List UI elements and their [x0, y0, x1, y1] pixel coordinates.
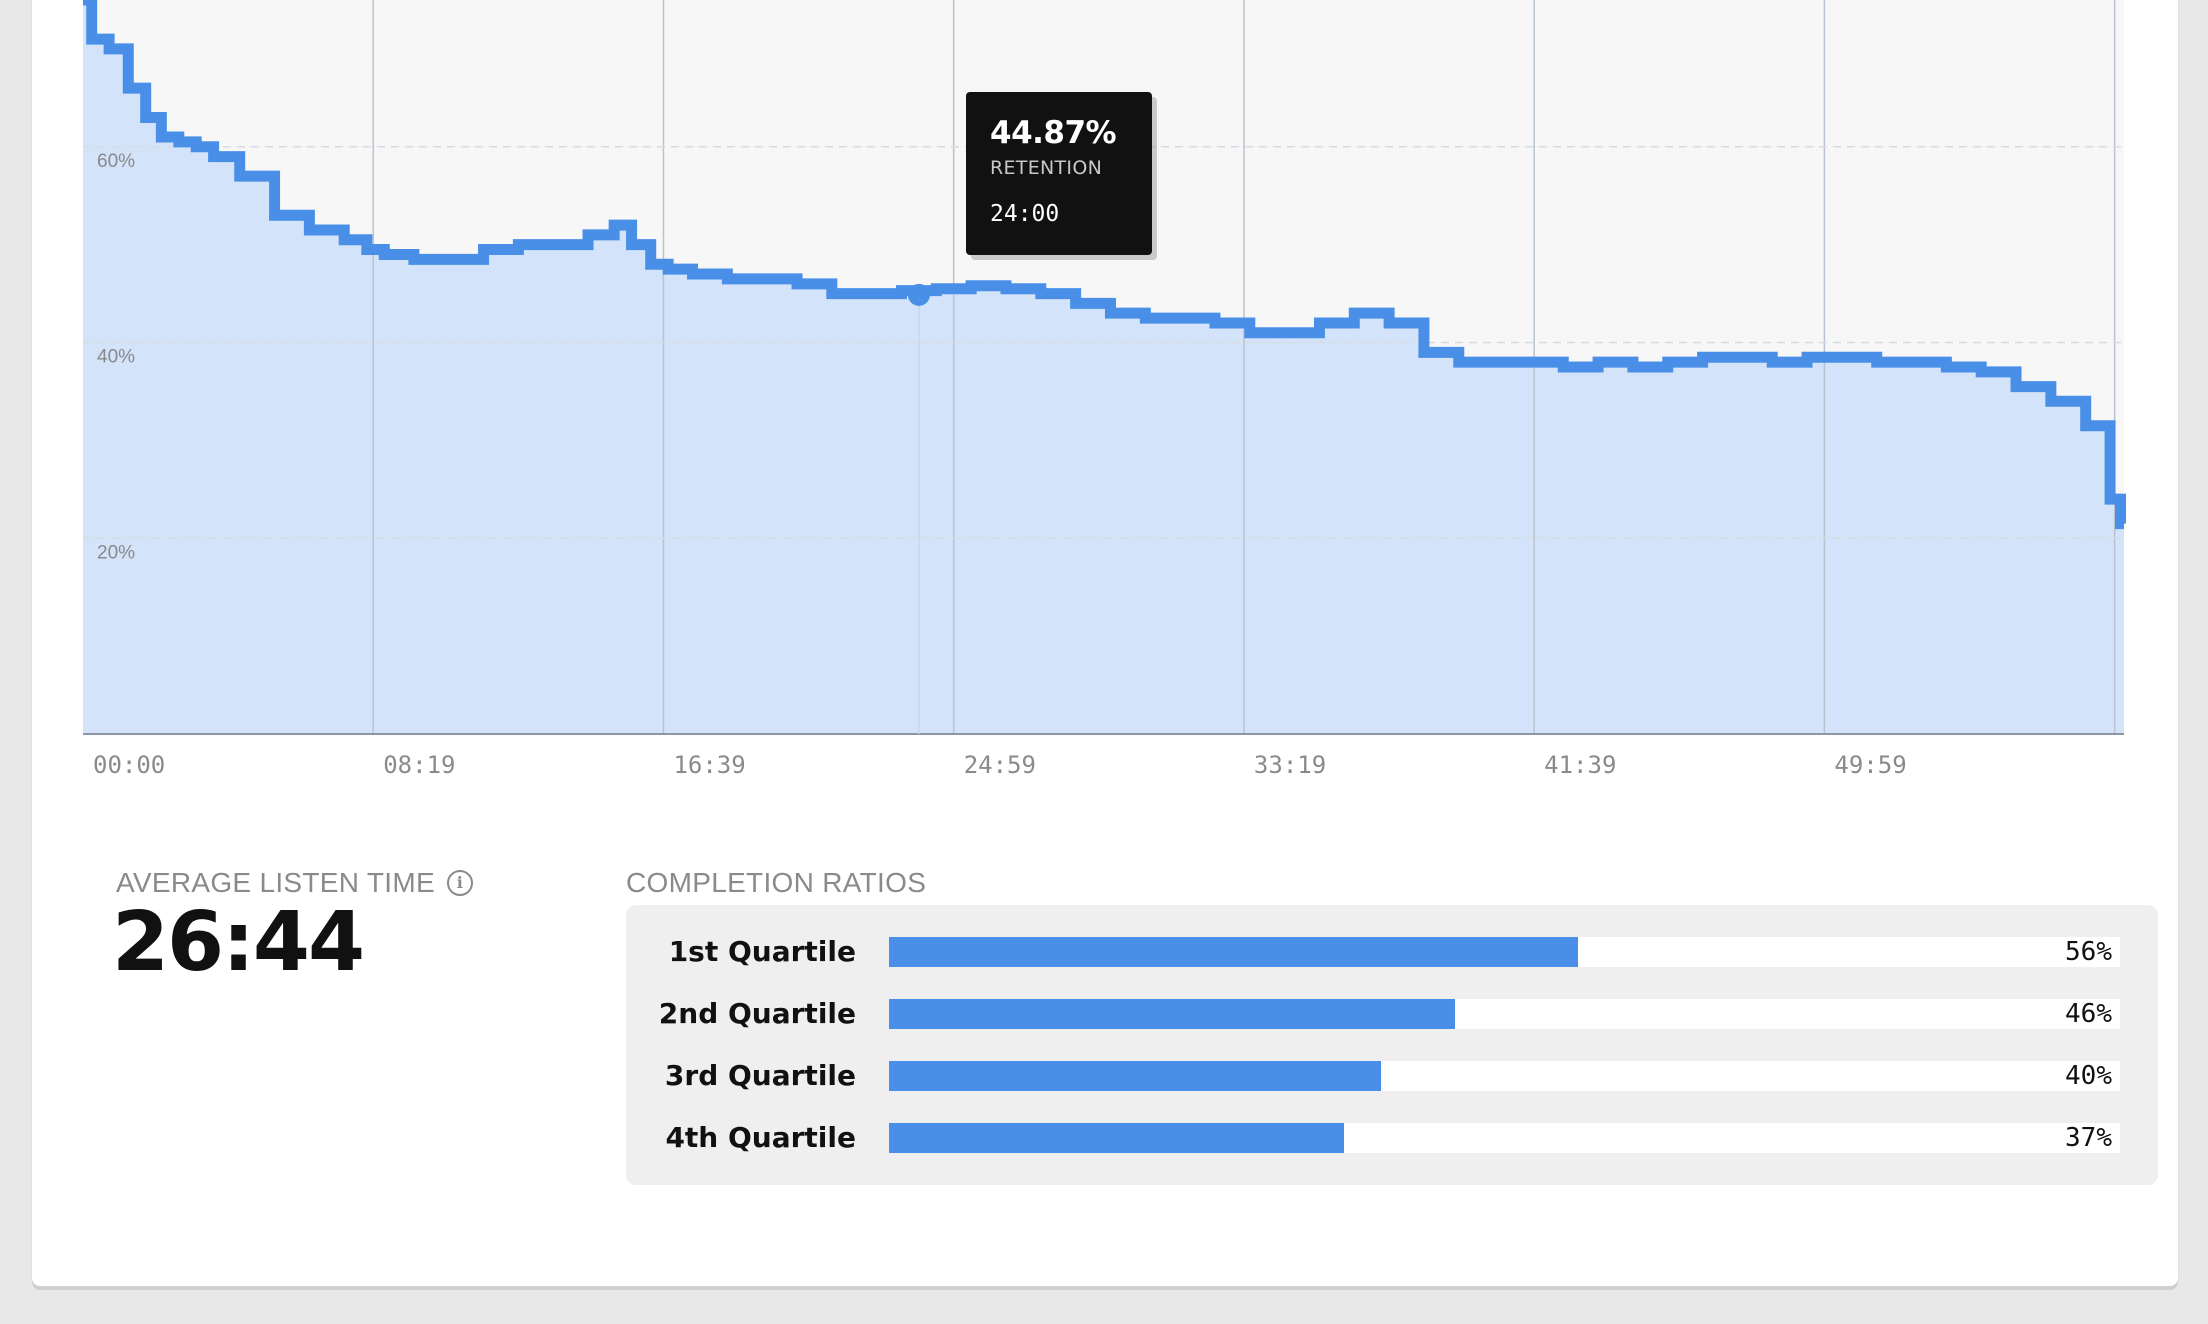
quartile-bar-track: 56%: [889, 937, 2120, 967]
x-tick-label: 24:59: [964, 751, 1036, 779]
quartile-percentage: 56%: [2065, 937, 2112, 967]
quartile-row: 3rd Quartile 40%: [626, 1061, 2158, 1091]
quartile-bar-fill: [889, 999, 1456, 1029]
quartile-percentage: 40%: [2065, 1061, 2112, 1091]
average-listen-time-label: AVERAGE LISTEN TIME: [116, 867, 435, 898]
quartile-bar-track: 40%: [889, 1061, 2120, 1091]
x-tick-label: 33:19: [1254, 751, 1326, 779]
quartile-label: 4th Quartile: [665, 1121, 856, 1154]
retention-area: [83, 0, 2124, 734]
quartile-bar-fill: [889, 1123, 1345, 1153]
retention-card: 20% 40% 60% 00:00 08:19 16:39 24:59 33:19 41:39 4…: [32, 0, 2178, 1286]
quartile-bar-fill: [889, 937, 1579, 967]
y-tick-label: 40%: [97, 347, 135, 368]
quartile-bar-track: 46%: [889, 999, 2120, 1029]
quartile-percentage: 46%: [2065, 999, 2112, 1029]
quartile-row: 2nd Quartile 46%: [626, 999, 2158, 1029]
quartile-row: 4th Quartile 37%: [626, 1123, 2158, 1153]
tooltip-value: 44.87%: [990, 115, 1117, 151]
chart-tooltip: 44.87% RETENTION 24:00: [966, 92, 1152, 255]
x-tick-label: 49:59: [1834, 751, 1906, 779]
x-tick-label: 00:00: [93, 751, 165, 779]
quartile-label: 2nd Quartile: [658, 997, 856, 1030]
quartile-bar-fill: [889, 1061, 1382, 1091]
quartile-label: 1st Quartile: [668, 935, 856, 968]
hover-marker: [907, 283, 930, 306]
tooltip-label: RETENTION: [990, 157, 1103, 179]
x-tick-label: 41:39: [1544, 751, 1616, 779]
y-tick-label: 20%: [97, 542, 135, 563]
quartile-label: 3rd Quartile: [664, 1059, 856, 1092]
retention-line: [83, 0, 2127, 530]
quartile-row: 1st Quartile 56%: [626, 937, 2158, 967]
completion-ratios-title: COMPLETION RATIOS: [626, 867, 927, 898]
average-listen-time-title: AVERAGE LISTEN TIME i: [116, 867, 473, 899]
quartile-bar-track: 37%: [889, 1123, 2120, 1153]
average-listen-time-value: 26:44: [112, 895, 365, 990]
info-icon[interactable]: i: [446, 870, 473, 896]
quartile-percentage: 37%: [2065, 1123, 2112, 1153]
tooltip-time: 24:00: [990, 201, 1060, 227]
y-tick-label: 60%: [97, 151, 135, 172]
x-tick-label: 16:39: [673, 751, 745, 779]
completion-ratios-panel: 1st Quartile 56% 2nd Quartile 46% 3rd Quarti…: [626, 905, 2158, 1185]
x-tick-label: 08:19: [383, 751, 455, 779]
